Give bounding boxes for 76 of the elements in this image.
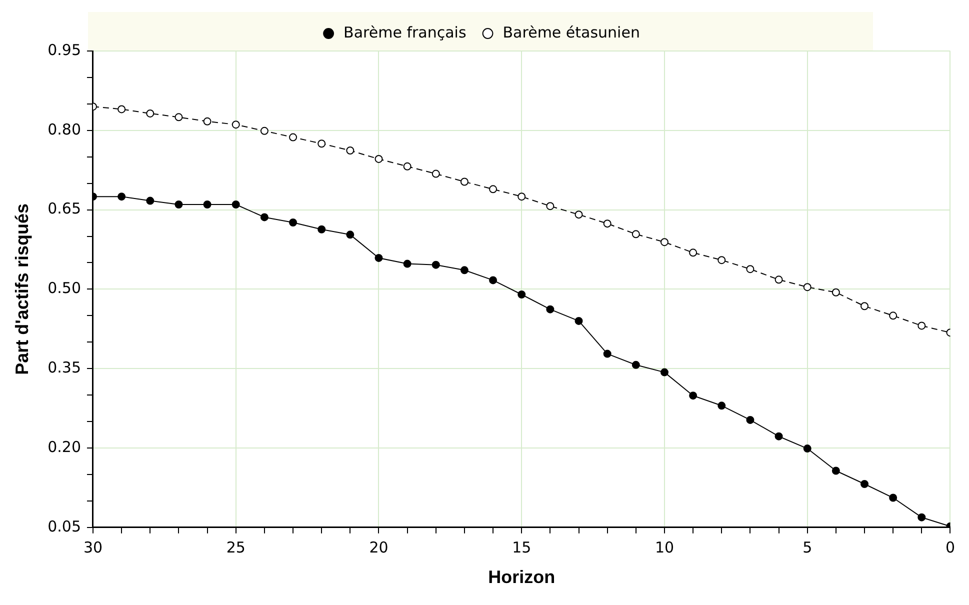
legend-label: Barème français — [344, 23, 466, 42]
point — [118, 105, 126, 114]
point — [174, 113, 183, 122]
x-tick-label: 10 — [654, 538, 674, 556]
y-tick-label: 0.95 — [48, 40, 81, 59]
legend-label: Barème étasunien — [502, 23, 640, 42]
y-tick-label: 0.35 — [48, 358, 81, 376]
point — [574, 210, 583, 219]
point — [460, 266, 468, 274]
point — [632, 230, 640, 238]
point — [403, 260, 412, 268]
point — [232, 200, 240, 209]
point — [603, 220, 612, 228]
point — [346, 146, 354, 155]
point — [832, 288, 840, 296]
point — [774, 432, 783, 440]
point — [374, 154, 383, 163]
point — [146, 109, 154, 118]
y-tick-label: 0.50 — [48, 279, 81, 298]
point — [432, 260, 440, 269]
point — [346, 230, 354, 239]
point — [918, 322, 926, 330]
point — [603, 350, 612, 358]
point — [689, 248, 698, 257]
x-tick-label: 0 — [945, 538, 955, 556]
point — [718, 402, 726, 410]
point — [432, 170, 440, 178]
point — [203, 200, 212, 209]
y-tick-label: 0.65 — [48, 200, 81, 218]
point — [574, 316, 583, 325]
point — [174, 200, 183, 209]
point — [518, 192, 526, 201]
point — [803, 283, 812, 292]
point — [460, 178, 468, 186]
point — [118, 192, 126, 201]
y-axis-title: Part d'actifs risqués — [12, 204, 32, 375]
point — [546, 305, 554, 314]
point — [518, 290, 526, 298]
point — [546, 202, 554, 210]
point — [489, 185, 498, 194]
x-tick-label: 25 — [226, 538, 246, 556]
x-axis-title: Horizon — [488, 567, 556, 588]
x-tick-label: 20 — [369, 538, 388, 556]
point — [889, 494, 898, 502]
point — [860, 480, 869, 488]
point — [918, 513, 926, 522]
point — [632, 360, 640, 369]
point — [203, 117, 212, 126]
x-tick-label: 30 — [83, 538, 103, 556]
y-tick-label: 0.80 — [48, 120, 81, 138]
point — [860, 302, 869, 310]
point — [146, 196, 154, 205]
point — [803, 444, 812, 453]
point — [689, 392, 698, 400]
point — [374, 254, 383, 262]
point — [260, 213, 268, 222]
point — [289, 218, 298, 227]
point — [318, 225, 326, 234]
point — [746, 416, 754, 424]
y-tick-label: 0.20 — [48, 438, 81, 456]
point — [889, 312, 898, 320]
x-tick-label: 15 — [512, 538, 532, 556]
point — [746, 265, 754, 274]
point — [832, 466, 840, 475]
point — [318, 140, 326, 148]
point — [660, 368, 668, 376]
x-tick-label: 5 — [802, 538, 812, 556]
y-tick-label: 0.05 — [48, 517, 81, 536]
point — [774, 276, 783, 284]
point — [660, 238, 668, 246]
point — [289, 133, 298, 142]
point — [403, 162, 412, 170]
point — [718, 256, 726, 264]
point — [232, 120, 240, 129]
point — [489, 276, 498, 284]
point — [260, 126, 268, 135]
